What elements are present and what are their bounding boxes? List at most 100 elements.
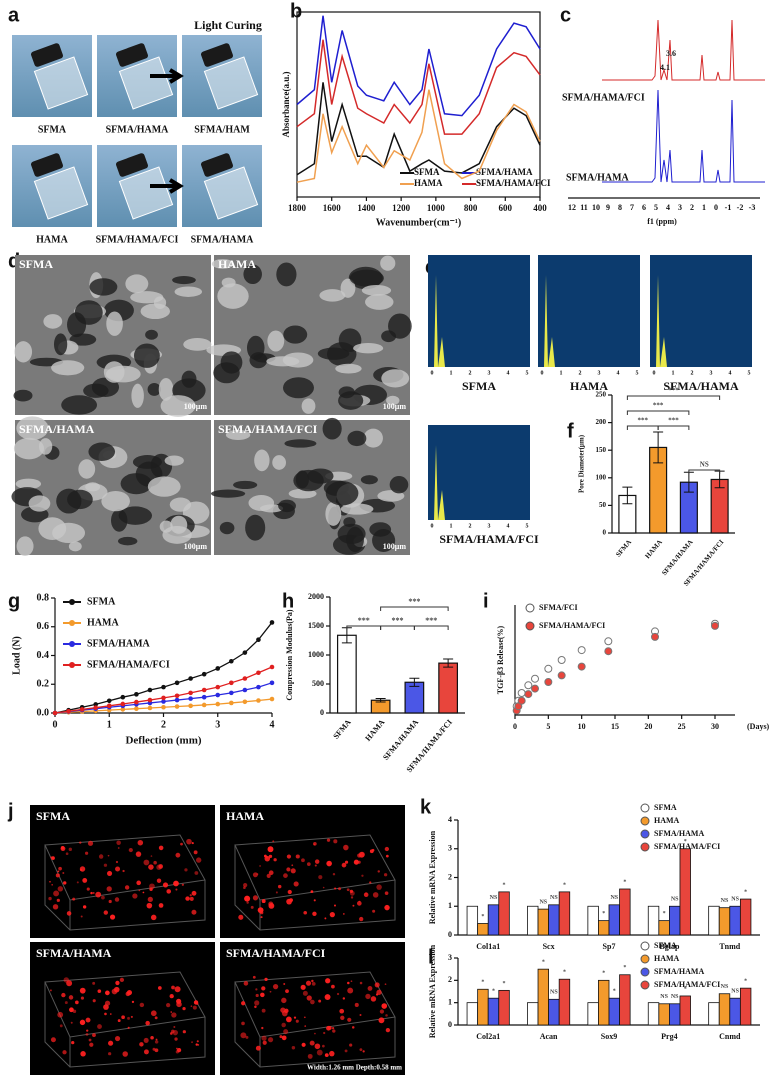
image-label: SFMA [19, 257, 53, 271]
pore [283, 325, 308, 344]
bar [708, 1002, 720, 1026]
cell [261, 986, 266, 991]
cell [52, 904, 59, 910]
pore [169, 497, 192, 512]
x-tick-label: Prg4 [661, 1032, 677, 1041]
pore [322, 417, 342, 440]
pore [106, 311, 123, 336]
tick-label: 4 [617, 370, 620, 376]
significance-bracket [688, 469, 721, 474]
point [517, 689, 526, 697]
cell [370, 996, 377, 1002]
cell [259, 865, 261, 867]
bar [404, 681, 425, 714]
cell [170, 1011, 173, 1013]
cell [64, 1001, 68, 1005]
cell [342, 997, 346, 1000]
bar [466, 1002, 479, 1026]
cell [293, 1016, 297, 1019]
cell [279, 1035, 283, 1039]
cell [172, 996, 174, 998]
point [229, 680, 234, 686]
cell [135, 851, 142, 857]
pore [293, 469, 324, 492]
pore [301, 398, 316, 414]
arrow [150, 178, 184, 194]
pore [134, 343, 160, 368]
cell [331, 1026, 335, 1030]
cell [139, 1002, 145, 1008]
cell [358, 851, 365, 858]
significance-bracket [346, 625, 382, 630]
cell [301, 858, 305, 863]
legend-swatch [640, 842, 650, 852]
tick-label: 3 [488, 523, 491, 529]
heading: Light Curing [194, 18, 262, 32]
bar [679, 848, 691, 936]
pore [219, 521, 235, 535]
scale-label: 100μm [184, 402, 208, 411]
photo-label: SFMA [38, 124, 67, 135]
cell [193, 850, 198, 855]
significance-bracket [380, 625, 415, 630]
box-outline [234, 971, 396, 1068]
x-tick-label: 1 [107, 719, 112, 730]
cell [314, 859, 320, 864]
cell [50, 1037, 56, 1043]
pore [145, 329, 158, 340]
x-tick-label: 0 [53, 719, 58, 730]
significance-label: * [602, 911, 605, 917]
error-bar [443, 658, 454, 668]
y-tick-label: 0 [603, 529, 607, 537]
point [93, 705, 98, 710]
cell [372, 892, 379, 898]
point [269, 620, 275, 625]
cell [173, 1026, 176, 1029]
cell [269, 990, 272, 993]
pore [78, 459, 96, 479]
cell [268, 901, 274, 907]
cell [326, 838, 331, 842]
pore [183, 338, 212, 351]
tick-label: 3 [598, 370, 601, 376]
significance-label: *** [668, 387, 679, 395]
bar [679, 995, 691, 1026]
y-tick-label: 0 [448, 1020, 452, 1029]
bar [498, 891, 510, 936]
point [604, 637, 613, 646]
tick-label: 5 [654, 203, 658, 212]
cell [101, 895, 105, 900]
y-tick-label: 2 [448, 872, 452, 881]
cell [281, 1035, 287, 1041]
tick-label: 5 [526, 523, 529, 529]
cell [109, 914, 116, 920]
significance-label: * [684, 839, 687, 845]
point [711, 621, 719, 630]
pore [353, 343, 384, 354]
significance-label: NS [671, 897, 679, 903]
cell [105, 990, 110, 996]
point [188, 703, 193, 709]
pore [147, 382, 161, 396]
cell [154, 1040, 159, 1044]
legend-label: HAMA [87, 617, 119, 628]
bar [527, 1002, 539, 1026]
cell [268, 870, 274, 876]
cell [111, 988, 118, 995]
cell [333, 904, 336, 907]
cell [384, 846, 390, 852]
tick-label: 2 [691, 370, 694, 376]
cell [57, 870, 60, 873]
significance-label: * [663, 911, 666, 917]
legend-swatch [69, 620, 75, 626]
cell [323, 1031, 326, 1035]
confocal-grid: SFMA HAMA SFMA/HAMA SFMA/HAMA/FCI Width:1.26… [30, 805, 405, 1075]
cell [266, 873, 271, 878]
significance-label: * [623, 879, 626, 885]
point [134, 692, 139, 697]
cell [191, 841, 194, 845]
vial [203, 166, 259, 220]
significance-label: * [613, 989, 616, 995]
cell [114, 1035, 121, 1042]
scale-label: 100μm [383, 542, 407, 551]
